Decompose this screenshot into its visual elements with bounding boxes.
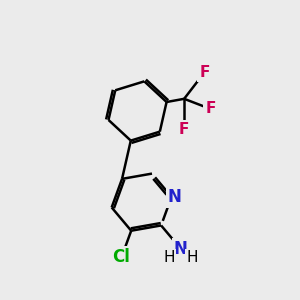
Text: H: H	[164, 250, 175, 265]
Text: N: N	[168, 188, 182, 206]
Text: F: F	[205, 101, 216, 116]
Text: N: N	[174, 240, 188, 258]
Text: F: F	[179, 122, 189, 137]
Text: F: F	[199, 65, 210, 80]
Text: H: H	[186, 250, 198, 265]
Text: Cl: Cl	[112, 248, 130, 266]
